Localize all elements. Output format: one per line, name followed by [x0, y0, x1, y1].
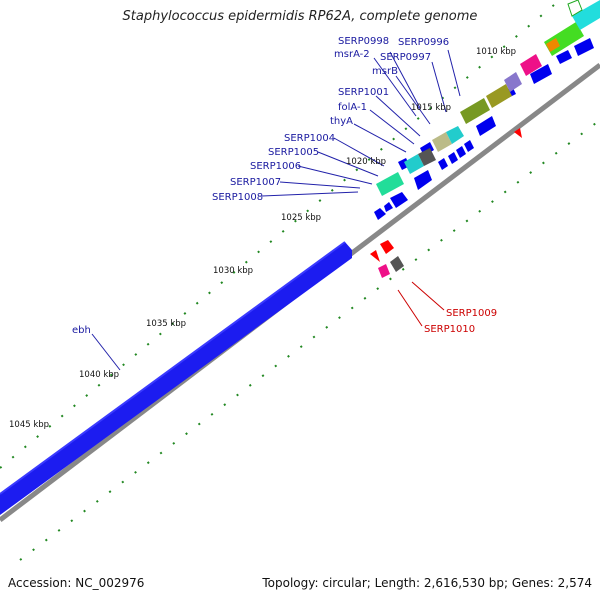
feature-block [572, 0, 600, 30]
feature-block [567, 0, 583, 17]
gene-label-serp1001: SERP1001 [338, 87, 389, 98]
scale-label: 1040 kbp [79, 370, 119, 380]
gene-arrow [574, 38, 594, 56]
gene-label-serp1004: SERP1004 [284, 133, 335, 144]
gene-label-thya: thyA [330, 116, 353, 127]
gene-label-msra-2: msrA-2 [334, 49, 370, 60]
scale-label: 1025 kbp [281, 213, 321, 223]
gene-label-serp1008: SERP1008 [212, 192, 263, 203]
gene-arrow [456, 146, 466, 158]
gene-arrow [414, 170, 432, 190]
feature-block [378, 264, 390, 278]
gene-label-ebh: ebh [72, 325, 91, 336]
feature-block [504, 72, 522, 92]
tick-ring-outer [0, 0, 561, 469]
scale-label: 1015 kbp [411, 103, 451, 113]
feature-block [546, 38, 560, 52]
label-leaders [91, 49, 461, 371]
gene-arrow [476, 116, 496, 136]
gene-arrow-reverse [370, 250, 380, 262]
scale-label: 1030 kbp [213, 266, 253, 276]
gene-arrow [448, 152, 458, 164]
feature-block [486, 84, 512, 108]
feature-block [460, 98, 490, 124]
feature-block [446, 126, 464, 144]
scale-label: 1020 kbp [346, 157, 386, 167]
map-title: Staphylococcus epidermidis RP62A, comple… [122, 9, 478, 24]
gene-label-serp1005: SERP1005 [268, 147, 319, 158]
gene-arrow [374, 208, 386, 220]
feature-block [418, 148, 436, 166]
tick-ring-inner [19, 119, 600, 561]
gene-ebh [0, 241, 352, 515]
scale-labels: 1010 kbp 1015 kbp 1020 kbp 1025 kbp 1030… [9, 47, 516, 430]
gene-arrow-reverse [380, 240, 394, 254]
genome-summary: Topology: circular; Length: 2,616,530 bp… [262, 576, 592, 590]
gene-label-serp0996: SERP0996 [398, 37, 449, 48]
reverse-genes [370, 128, 522, 278]
feature-block [390, 256, 404, 272]
gene-arrow [464, 140, 474, 152]
feature-block [376, 172, 404, 196]
gene-label-serp1006: SERP1006 [250, 161, 301, 172]
gene-arrow [390, 192, 408, 208]
gene-arrow [530, 64, 552, 84]
feature-block [432, 132, 452, 152]
scale-label: 1035 kbp [146, 319, 186, 329]
accession-label: Accession: NC_002976 [8, 576, 145, 590]
gene-label-serp0998: SERP0998 [338, 36, 389, 47]
gene-arrow [556, 50, 572, 64]
gene-arrow-reverse [514, 128, 522, 138]
gene-label-serp1009: SERP1009 [446, 308, 497, 319]
gene-arrow [438, 158, 448, 170]
gene-labels-forward: SERP0998 SERP0996 msrA-2 SERP0997 msrB S… [72, 36, 449, 336]
gene-labels-reverse: SERP1009 SERP1010 [424, 308, 497, 335]
feature-blocks [376, 0, 600, 196]
feature-block [520, 54, 542, 76]
gene-label-serp0997: SERP0997 [380, 52, 431, 63]
gene-arrow [384, 202, 393, 212]
scale-label: 1045 kbp [9, 420, 49, 430]
gene-label-serp1010: SERP1010 [424, 324, 475, 335]
gene-label-fola-1: folA-1 [338, 102, 367, 113]
feature-block [404, 154, 424, 174]
gene-label-serp1007: SERP1007 [230, 177, 281, 188]
gene-label-msrb: msrB [372, 66, 398, 77]
scale-label: 1010 kbp [476, 47, 516, 57]
